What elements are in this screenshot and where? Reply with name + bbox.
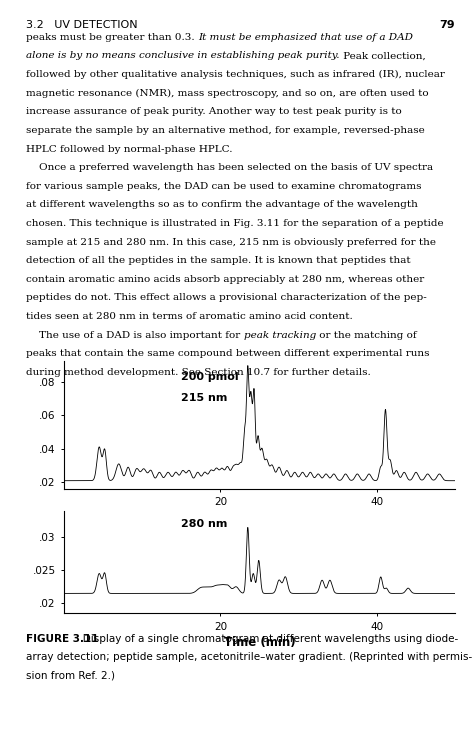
- Text: peaks that contain the same compound between different experimental runs: peaks that contain the same compound bet…: [26, 350, 429, 358]
- Text: tides seen at 280 nm in terms of aromatic amino acid content.: tides seen at 280 nm in terms of aromati…: [26, 312, 353, 321]
- Text: Peak collection,: Peak collection,: [339, 51, 425, 61]
- Text: peptides do not. This effect allows a provisional characterization of the pep-: peptides do not. This effect allows a pr…: [26, 293, 427, 302]
- Text: Once a preferred wavelength has been selected on the basis of UV spectra: Once a preferred wavelength has been sel…: [26, 163, 433, 172]
- Text: HPLC followed by normal-phase HPLC.: HPLC followed by normal-phase HPLC.: [26, 145, 233, 153]
- X-axis label: Time (min): Time (min): [224, 636, 295, 649]
- Text: at different wavelengths so as to confirm the advantage of the wavelength: at different wavelengths so as to confir…: [26, 200, 418, 210]
- Text: 79: 79: [439, 20, 455, 31]
- Text: 3.2   UV DETECTION: 3.2 UV DETECTION: [26, 20, 137, 31]
- Text: peak tracking: peak tracking: [244, 331, 316, 339]
- Text: contain aromatic amino acids absorb appreciably at 280 nm, whereas other: contain aromatic amino acids absorb appr…: [26, 275, 424, 284]
- Text: or the matching of: or the matching of: [316, 331, 417, 339]
- Text: sion from Ref. 2.): sion from Ref. 2.): [26, 671, 115, 681]
- Text: followed by other qualitative analysis techniques, such as infrared (IR), nuclea: followed by other qualitative analysis t…: [26, 70, 445, 80]
- Text: The use of a DAD is also important for: The use of a DAD is also important for: [26, 331, 244, 339]
- Text: Display of a single chromatogram at different wavelengths using diode-: Display of a single chromatogram at diff…: [73, 634, 458, 644]
- Text: sample at 215 and 280 nm. In this case, 215 nm is obviously preferred for the: sample at 215 and 280 nm. In this case, …: [26, 238, 436, 247]
- Text: during method development. See Section 10.7 for further details.: during method development. See Section 1…: [26, 368, 371, 377]
- Text: increase assurance of peak purity. Another way to test peak purity is to: increase assurance of peak purity. Anoth…: [26, 107, 402, 116]
- Text: array detection; peptide sample, acetonitrile–water gradient. (Reprinted with pe: array detection; peptide sample, acetoni…: [26, 653, 472, 662]
- Text: peaks must be greater than 0.3.: peaks must be greater than 0.3.: [26, 33, 198, 42]
- Text: for various sample peaks, the DAD can be used to examine chromatograms: for various sample peaks, the DAD can be…: [26, 182, 421, 191]
- Text: detection of all the peptides in the sample. It is known that peptides that: detection of all the peptides in the sam…: [26, 256, 410, 265]
- Text: 280 nm: 280 nm: [181, 519, 228, 529]
- Text: 215 nm: 215 nm: [181, 393, 228, 403]
- Text: 200 pmol: 200 pmol: [181, 372, 239, 382]
- Text: chosen. This technique is illustrated in Fig. 3.11 for the separation of a pepti: chosen. This technique is illustrated in…: [26, 219, 444, 228]
- Text: alone is by no means conclusive in establishing peak purity.: alone is by no means conclusive in estab…: [26, 51, 339, 61]
- Text: separate the sample by an alternative method, for example, reversed-phase: separate the sample by an alternative me…: [26, 126, 425, 135]
- Text: FIGURE 3.11: FIGURE 3.11: [26, 634, 99, 644]
- Text: magnetic resonance (NMR), mass spectroscopy, and so on, are often used to: magnetic resonance (NMR), mass spectrosc…: [26, 89, 428, 98]
- Text: It must be emphasized that use of a DAD: It must be emphasized that use of a DAD: [198, 33, 413, 42]
